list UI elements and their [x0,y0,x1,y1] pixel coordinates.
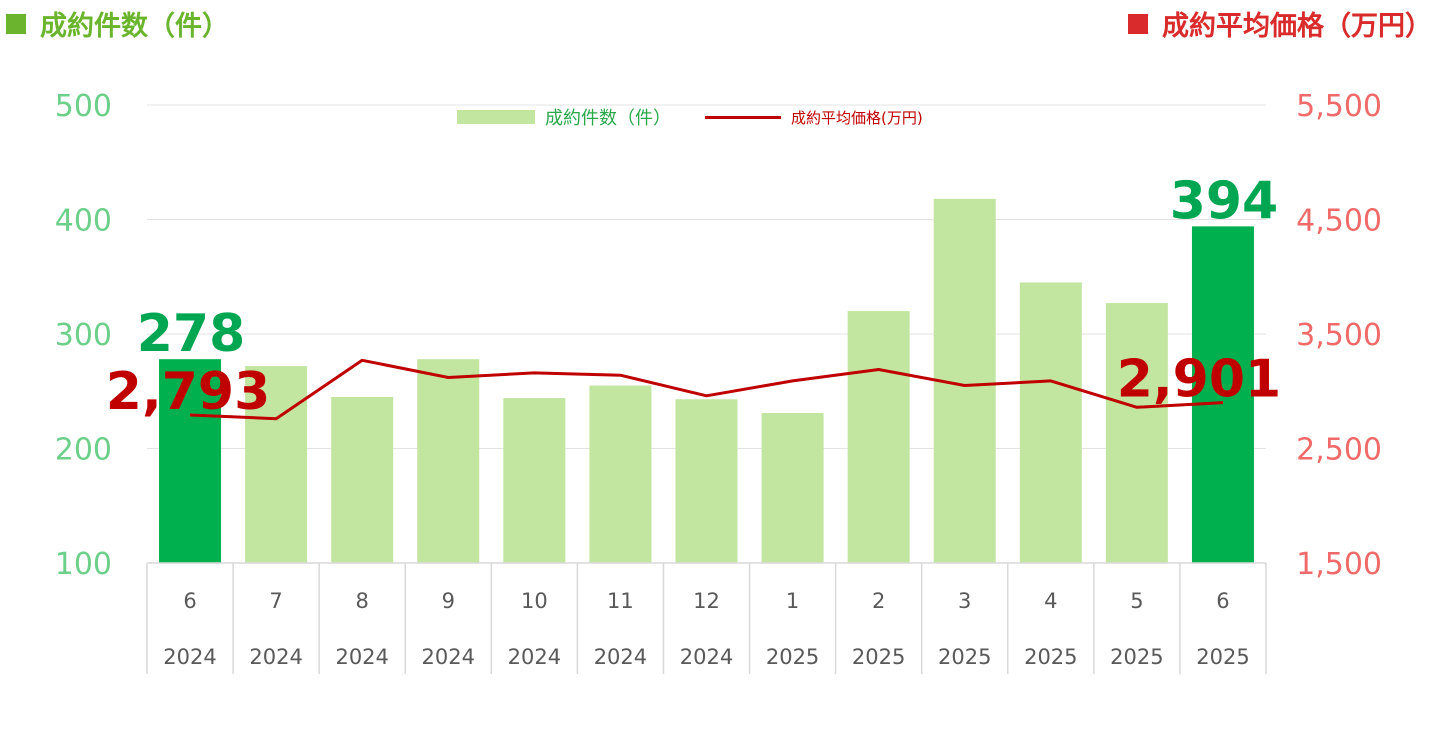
x-year-label: 2025 [938,645,991,669]
x-year-label: 2024 [594,645,647,669]
x-year-label: 2024 [680,645,733,669]
legend-bar-label: 成約件数（件） [545,108,671,129]
count-data-label: 278 [137,304,246,364]
x-month-label: 1 [786,589,799,613]
left-tick-label: 200 [55,433,112,468]
x-month-label: 8 [356,589,369,613]
bar [1019,282,1082,563]
left-axis-header-text: 成約件数（件） [40,11,229,42]
x-month-label: 11 [607,589,634,613]
bar-highlight [1191,226,1254,563]
left-tick-label: 400 [55,204,112,239]
right-axis-ticks: 1,500 2,500 3,500 4,500 5,500 [1296,89,1382,582]
legend-bar-swatch [457,110,535,124]
bar [245,366,308,563]
x-month-label: 5 [1130,589,1143,613]
bar-series [159,198,1254,563]
count-data-label: 394 [1170,171,1279,231]
price-data-label: 2,793 [106,362,270,422]
x-month-label: 6 [183,589,196,613]
legend-line-label: 成約平均価格(万円) [791,108,923,127]
right-axis-header-text: 成約平均価格（万円） [1162,11,1432,42]
x-year-label: 2025 [852,645,905,669]
bar [675,399,738,563]
x-year-label: 2024 [335,645,388,669]
x-month-label: 3 [958,589,971,613]
x-year-label: 2025 [1024,645,1077,669]
bar-highlight [159,359,222,563]
legend: 成約件数（件） 成約平均価格(万円) [457,104,923,130]
bar [761,413,824,563]
bar [589,385,652,563]
left-axis-header: 成約件数（件） [6,4,229,43]
left-axis-ticks: 100 200 300 400 500 [55,89,112,582]
x-year-label: 2025 [766,645,819,669]
right-tick-label: 4,500 [1296,204,1382,239]
x-month-label: 2 [872,589,885,613]
price-data-label: 2,901 [1117,350,1281,410]
x-year-label: 2024 [249,645,302,669]
legend-line-swatch [705,115,781,119]
x-month-label: 4 [1044,589,1057,613]
data-labels: 278 394 2,793 2,901 [106,171,1281,422]
x-month-label: 7 [269,589,282,613]
x-month-label: 9 [442,589,455,613]
x-axis: 6202472024820249202410202411202412202412… [146,562,1267,674]
bar [1105,303,1168,563]
right-axis-header: 成約平均価格（万円） [1128,4,1432,43]
x-month-label: 10 [521,589,548,613]
x-month-label: 12 [693,589,720,613]
bar [331,396,394,563]
x-year-label: 2025 [1196,645,1249,669]
x-year-label: 2024 [163,645,216,669]
price-line [189,358,1224,421]
bar [503,398,566,563]
green-square-icon [6,13,26,34]
line-series [189,358,1224,421]
right-tick-label: 2,500 [1296,433,1382,468]
bar [417,359,480,563]
red-square-icon [1128,13,1148,34]
left-tick-label: 100 [55,547,112,582]
right-tick-label: 3,500 [1296,318,1382,353]
right-tick-label: 5,500 [1296,89,1382,124]
x-year-label: 2025 [1110,645,1163,669]
x-year-label: 2024 [508,645,561,669]
x-year-label: 2024 [422,645,475,669]
left-tick-label: 300 [55,318,112,353]
left-tick-label: 500 [55,89,112,124]
x-month-label: 6 [1216,589,1229,613]
bar [847,311,910,563]
right-tick-label: 1,500 [1296,547,1382,582]
